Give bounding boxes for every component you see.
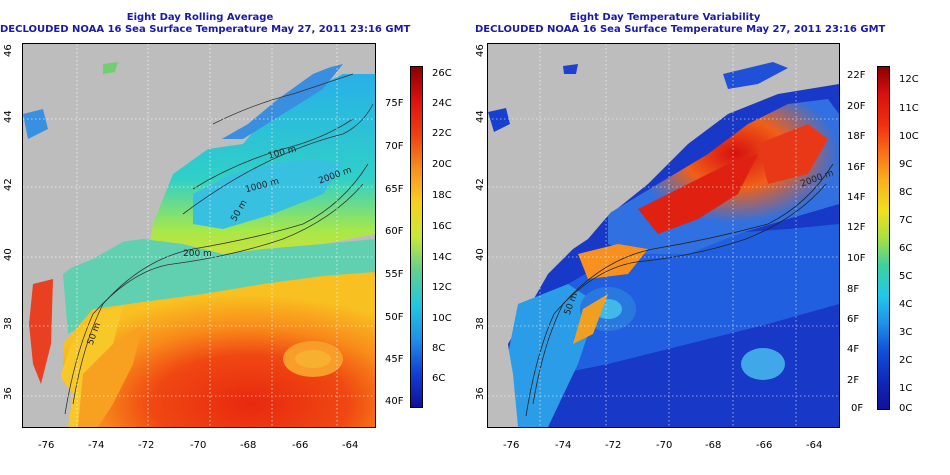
right-ytick-44: 44 [475,110,486,123]
left-cbar-f-label: 70F [385,141,404,152]
right-xtick: -66 [756,440,773,451]
right-xtick: -72 [605,440,622,451]
left-cbar-c-label: 10C [432,313,452,324]
right-cbar-f-label: 16F [847,162,866,173]
left-ytick-42: 42 [3,178,14,191]
right-cbar-f-label: 6F [847,314,860,325]
right-cbar-f-label: 2F [847,375,860,386]
right-xtick: -76 [503,440,520,451]
left-xtick: -64 [342,440,359,451]
right-cbar-c-label: 7C [899,215,913,226]
left-xtick: -76 [38,440,55,451]
right-title-line1: Eight Day Temperature Variability [569,12,761,23]
right-ytick-42: 42 [475,178,486,191]
left-cbar-c-label: 24C [432,98,452,109]
right-cbar-f-label: 8F [847,284,860,295]
right-cbar-f-label: 14F [847,192,866,203]
left-xtick: -74 [88,440,105,451]
left-cbar-c-label: 22C [432,128,452,139]
left-cbar-c-label: 12C [432,282,452,293]
right-ytick-46: 46 [475,44,486,57]
left-sst-map: 100 m 1000 m 2000 m 50 m 200 m 50 m [22,43,376,428]
left-ytick-38: 38 [3,317,14,330]
right-cbar-c-label: 10C [899,131,919,142]
right-cbar-f-label: 20F [847,101,866,112]
right-xtick: -68 [705,440,722,451]
right-cbar-f-label: 10F [847,253,866,264]
right-cbar-c-label: 3C [899,327,913,338]
right-cbar-f-label: 18F [847,131,866,142]
right-xtick: -64 [806,440,823,451]
right-colorbar [877,66,890,410]
left-ytick-36: 36 [3,387,14,400]
left-title-line1: Eight Day Rolling Average [126,12,274,23]
left-ytick-46: 46 [3,44,14,57]
right-cbar-c-label: 8C [899,187,913,198]
left-title-line2: DECLOUDED NOAA 16 Sea Surface Temperatur… [0,24,411,35]
right-variability-map: 2000 m 50 m [487,43,840,428]
right-xtick: -70 [656,440,673,451]
left-colorbar [410,66,423,408]
left-cbar-c-label: 8C [432,343,446,354]
left-cbar-f-label: 55F [385,269,404,280]
left-xtick: -66 [292,440,309,451]
right-cbar-c-label: 11C [899,103,919,114]
left-ytick-44: 44 [3,110,14,123]
right-cbar-f-label: 22F [847,70,866,81]
left-cbar-f-label: 60F [385,226,404,237]
left-cbar-f-label: 40F [385,396,404,407]
left-cbar-c-label: 6C [432,373,446,384]
right-cbar-c-label: 2C [899,355,913,366]
right-xtick: -74 [555,440,572,451]
left-cbar-c-label: 18C [432,190,452,201]
left-cbar-c-label: 20C [432,159,452,170]
right-cbar-f-label: 12F [847,222,866,233]
right-cbar-f-label: 4F [847,344,860,355]
left-xtick: -68 [240,440,257,451]
left-xtick: -72 [138,440,155,451]
right-ytick-40: 40 [475,248,486,261]
right-cbar-c-label: 0C [899,403,913,414]
right-ytick-38: 38 [475,317,486,330]
right-cbar-c-label: 6C [899,243,913,254]
left-cbar-f-label: 75F [385,98,404,109]
left-panel: Eight Day Rolling Average DECLOUDED NOAA… [0,12,452,451]
contour-label: 200 m [183,249,212,259]
right-title-line2: DECLOUDED NOAA 16 Sea Surface Temperatur… [475,24,886,35]
right-panel: Eight Day Temperature Variability DECLOU… [475,0,950,475]
left-xtick: -70 [190,440,207,451]
left-ytick-40: 40 [3,248,14,261]
right-cbar-f-label: 0F [851,403,864,414]
left-cbar-f-label: 65F [385,184,404,195]
right-cbar-c-label: 1C [899,383,913,394]
right-cbar-c-label: 4C [899,299,913,310]
right-cbar-c-label: 9C [899,159,913,170]
left-cbar-c-label: 26C [432,68,452,79]
right-cbar-c-label: 12C [899,74,919,85]
left-cbar-f-label: 45F [385,354,404,365]
right-cbar-c-label: 5C [899,271,913,282]
left-cbar-f-label: 50F [385,312,404,323]
left-cbar-c-label: 14C [432,252,452,263]
left-cbar-c-label: 16C [432,221,452,232]
right-ytick-36: 36 [475,387,486,400]
